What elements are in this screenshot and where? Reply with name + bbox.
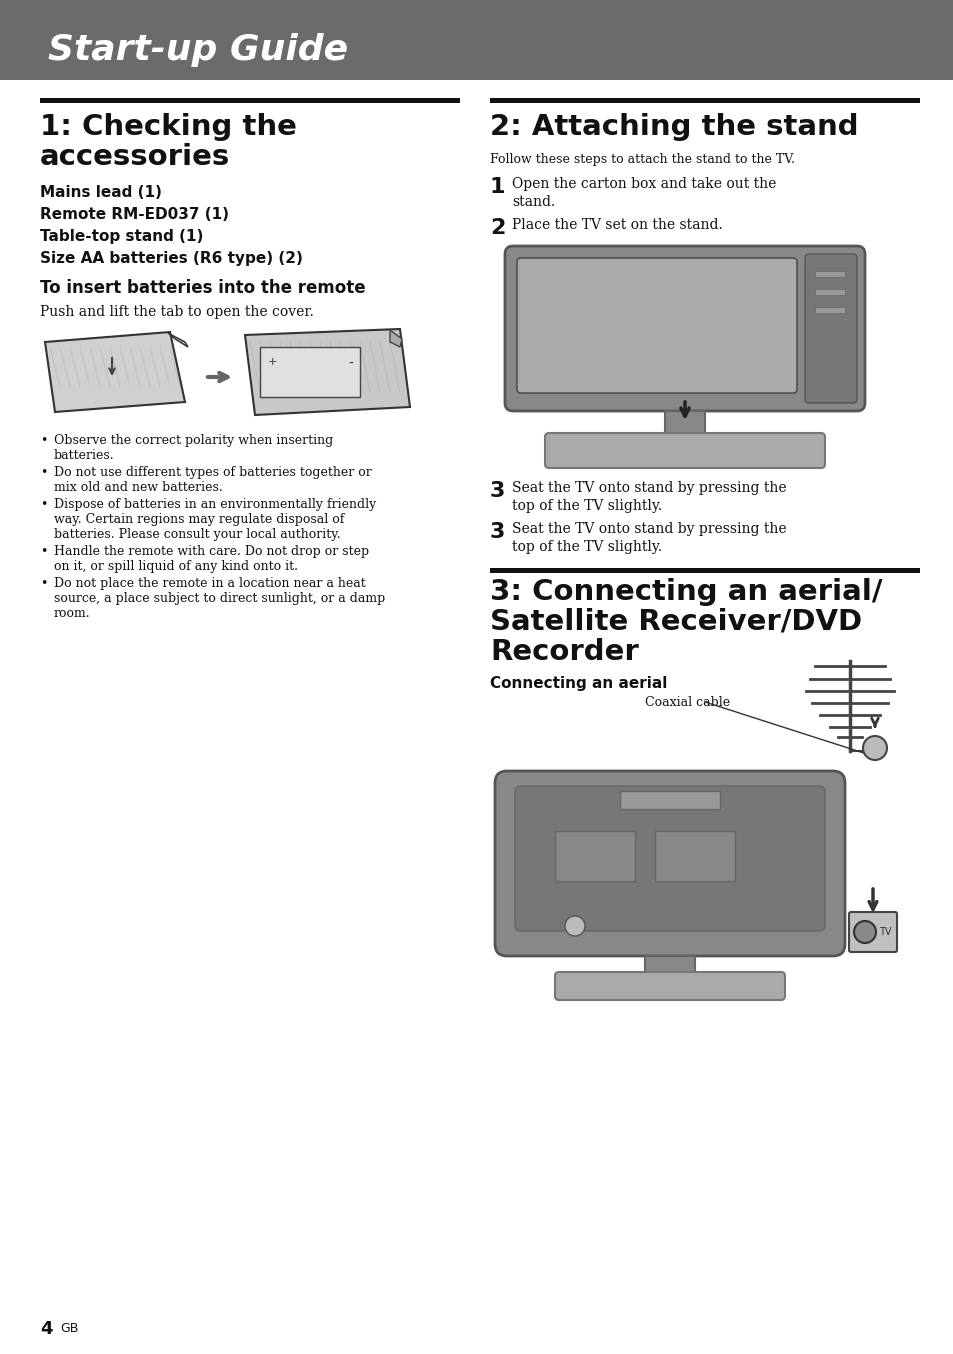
- Polygon shape: [245, 329, 410, 414]
- Text: Follow these steps to attach the stand to the TV.: Follow these steps to attach the stand t…: [490, 153, 794, 167]
- Text: mix old and new batteries.: mix old and new batteries.: [54, 481, 222, 494]
- Text: •: •: [40, 546, 48, 558]
- FancyBboxPatch shape: [515, 787, 824, 932]
- Text: top of the TV slightly.: top of the TV slightly.: [512, 540, 661, 554]
- Text: 3: Connecting an aerial/: 3: Connecting an aerial/: [490, 578, 882, 607]
- FancyBboxPatch shape: [504, 246, 864, 412]
- Text: Dispose of batteries in an environmentally friendly: Dispose of batteries in an environmental…: [54, 498, 375, 510]
- Text: GB: GB: [60, 1322, 78, 1335]
- Bar: [814, 271, 844, 278]
- Bar: [490, 567, 919, 573]
- Bar: [644, 956, 695, 974]
- Circle shape: [862, 737, 886, 760]
- FancyBboxPatch shape: [555, 972, 784, 1001]
- Text: Recorder: Recorder: [490, 638, 639, 666]
- Text: Size AA batteries (R6 type) (2): Size AA batteries (R6 type) (2): [40, 250, 302, 265]
- Text: batteries.: batteries.: [54, 450, 114, 462]
- Text: Place the TV set on the stand.: Place the TV set on the stand.: [512, 218, 722, 232]
- Text: Remote RM-ED037 (1): Remote RM-ED037 (1): [40, 207, 229, 222]
- Text: Do not use different types of batteries together or: Do not use different types of batteries …: [54, 466, 372, 479]
- FancyBboxPatch shape: [544, 433, 824, 468]
- Text: •: •: [40, 435, 48, 447]
- Text: To insert batteries into the remote: To insert batteries into the remote: [40, 279, 365, 297]
- Text: TV: TV: [878, 927, 890, 937]
- Circle shape: [853, 921, 875, 942]
- Bar: [814, 307, 844, 313]
- Text: Start-up Guide: Start-up Guide: [48, 32, 348, 66]
- Bar: [40, 97, 459, 103]
- Text: 1: 1: [490, 177, 505, 196]
- Bar: [260, 347, 359, 397]
- FancyBboxPatch shape: [517, 259, 796, 393]
- FancyBboxPatch shape: [495, 770, 844, 956]
- Bar: [655, 831, 734, 881]
- Text: 1: Checking the: 1: Checking the: [40, 112, 296, 141]
- Text: on it, or spill liquid of any kind onto it.: on it, or spill liquid of any kind onto …: [54, 561, 297, 573]
- Text: top of the TV slightly.: top of the TV slightly.: [512, 500, 661, 513]
- Bar: [490, 97, 919, 103]
- Bar: [0, 0, 953, 80]
- Text: Do not place the remote in a location near a heat: Do not place the remote in a location ne…: [54, 577, 365, 590]
- Text: Connecting an aerial: Connecting an aerial: [490, 676, 667, 691]
- Text: accessories: accessories: [40, 144, 230, 171]
- Text: Satellite Receiver/DVD: Satellite Receiver/DVD: [490, 608, 862, 636]
- Polygon shape: [45, 332, 185, 412]
- Text: 2: 2: [490, 218, 505, 238]
- Text: 3: 3: [490, 481, 505, 501]
- Text: 4: 4: [40, 1320, 52, 1338]
- Text: •: •: [40, 466, 48, 479]
- FancyBboxPatch shape: [804, 255, 856, 403]
- Text: Coaxial cable: Coaxial cable: [644, 696, 729, 709]
- Text: Handle the remote with care. Do not drop or step: Handle the remote with care. Do not drop…: [54, 546, 369, 558]
- Text: Table-top stand (1): Table-top stand (1): [40, 229, 203, 244]
- Bar: [814, 288, 844, 295]
- Text: •: •: [40, 577, 48, 590]
- Polygon shape: [168, 333, 188, 347]
- Text: +: +: [268, 357, 277, 367]
- Text: 3: 3: [490, 523, 505, 542]
- Text: Mains lead (1): Mains lead (1): [40, 185, 162, 200]
- Text: Push and lift the tab to open the cover.: Push and lift the tab to open the cover.: [40, 305, 314, 320]
- Bar: [619, 791, 720, 808]
- Text: source, a place subject to direct sunlight, or a damp: source, a place subject to direct sunlig…: [54, 592, 385, 605]
- Text: -: -: [348, 357, 353, 371]
- Text: Seat the TV onto stand by pressing the: Seat the TV onto stand by pressing the: [512, 481, 786, 496]
- Polygon shape: [390, 330, 401, 347]
- Bar: [555, 831, 635, 881]
- Text: Open the carton box and take out the: Open the carton box and take out the: [512, 177, 776, 191]
- Circle shape: [564, 917, 584, 936]
- Text: 2: Attaching the stand: 2: Attaching the stand: [490, 112, 858, 141]
- Text: •: •: [40, 498, 48, 510]
- Text: way. Certain regions may regulate disposal of: way. Certain regions may regulate dispos…: [54, 513, 344, 525]
- Text: batteries. Please consult your local authority.: batteries. Please consult your local aut…: [54, 528, 340, 542]
- Bar: [0, 80, 953, 88]
- FancyBboxPatch shape: [848, 913, 896, 952]
- Text: room.: room.: [54, 607, 91, 620]
- Text: stand.: stand.: [512, 195, 555, 209]
- Bar: [664, 412, 704, 436]
- Text: Observe the correct polarity when inserting: Observe the correct polarity when insert…: [54, 435, 333, 447]
- Text: Seat the TV onto stand by pressing the: Seat the TV onto stand by pressing the: [512, 523, 786, 536]
